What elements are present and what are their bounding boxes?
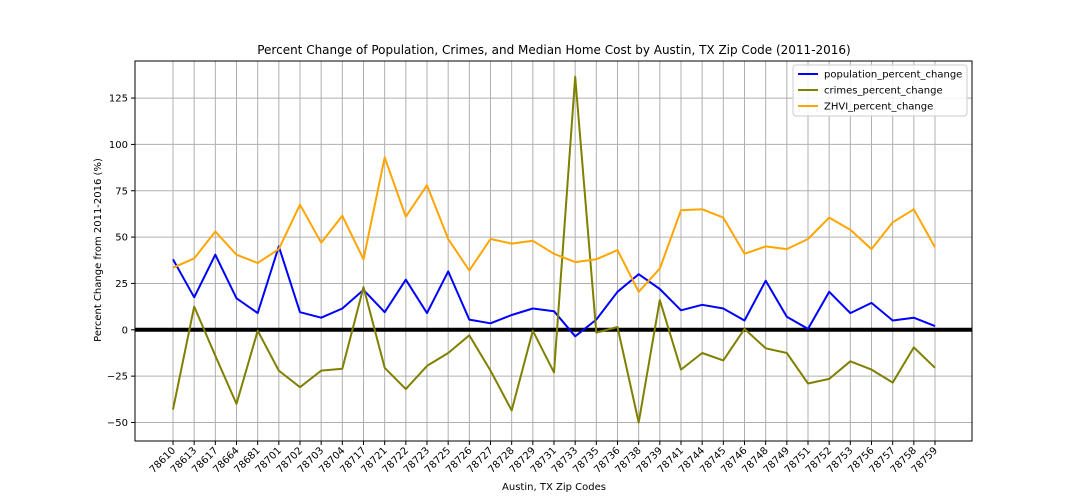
legend: population_percent_change crimes_percent_… [792, 64, 968, 117]
y-tick-label: 25 [115, 279, 128, 290]
series-lines [172, 75, 936, 424]
series-line-population_percent_change [172, 245, 936, 338]
series-line-crimes_percent_change [172, 75, 936, 424]
y-tick-label: 125 [109, 94, 128, 105]
y-tick-label: 100 [109, 140, 128, 151]
chart-title: Percent Change of Population, Crimes, an… [257, 43, 851, 57]
grid [135, 61, 972, 441]
x-axis-label: Austin, TX Zip Codes [502, 482, 606, 493]
y-axis-ticks: −50 −25 0 25 50 75 100 125 [107, 94, 135, 429]
x-axis-ticks: 7861078613786177866478681787017870278703… [148, 441, 940, 476]
y-axis-label: Percent Change from 2011-2016 (%) [93, 158, 104, 342]
legend-label: ZHVI_percent_change [824, 102, 933, 113]
y-tick-label: 50 [115, 233, 128, 244]
legend-box [792, 64, 968, 117]
y-tick-label: −50 [107, 418, 128, 429]
plot-frame [134, 60, 973, 442]
y-tick-label: 75 [115, 186, 128, 197]
legend-label: population_percent_change [824, 70, 962, 81]
y-tick-label: 0 [122, 325, 128, 336]
y-tick-label: −25 [107, 372, 128, 383]
legend-label: crimes_percent_change [824, 86, 943, 97]
series-line-ZHVI_percent_change [172, 156, 936, 293]
